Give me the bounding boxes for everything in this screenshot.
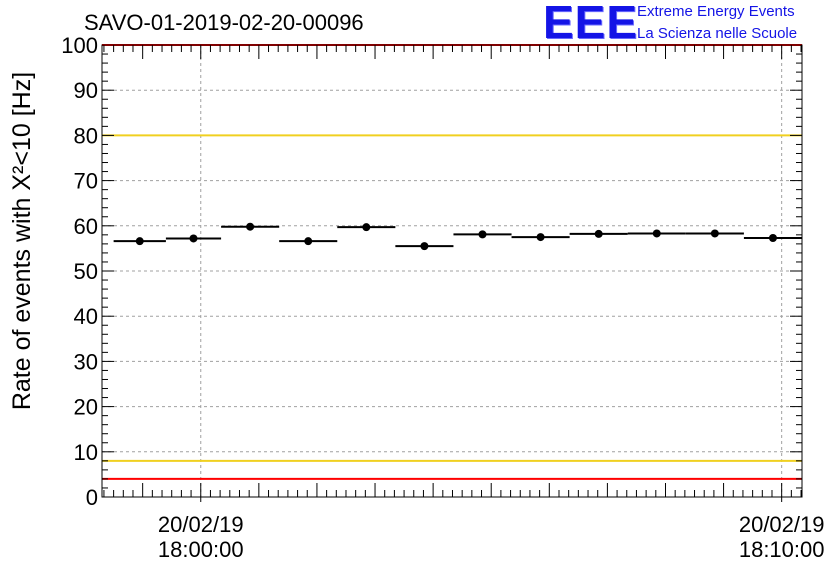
data-point-6 — [420, 242, 429, 251]
data-point-8 — [536, 233, 545, 242]
data-point-3 — [246, 222, 255, 231]
x-tick-time-label: 18:10:00 — [739, 537, 825, 562]
data-point-10 — [652, 229, 661, 238]
eee-logo: EEE — [543, 0, 639, 48]
y-tick-label: 20 — [74, 395, 98, 420]
y-axis-title: Rate of events with X²<10 [Hz] — [8, 72, 36, 410]
y-tick-label: 30 — [74, 349, 98, 374]
data-point-2 — [189, 234, 198, 243]
chart-title: SAVO-01-2019-02-20-00096 — [84, 10, 364, 35]
y-tick-label: 100 — [61, 33, 98, 58]
x-tick-date-label: 20/02/19 — [739, 512, 825, 537]
y-tick-label: 10 — [74, 440, 98, 465]
y-tick-label: 90 — [74, 78, 98, 103]
y-tick-label: 0 — [86, 485, 98, 510]
data-point-4 — [304, 237, 313, 246]
y-tick-label: 60 — [74, 214, 98, 239]
data-point-11 — [710, 229, 719, 238]
logo-line-2: La Scienza nelle Scuole — [637, 25, 798, 42]
data-point-5 — [362, 223, 371, 232]
x-tick-time-label: 18:00:00 — [158, 537, 244, 562]
logo-line-1: Extreme Energy Events — [637, 3, 795, 20]
y-tick-label: 80 — [74, 123, 98, 148]
data-point-1 — [135, 237, 144, 246]
x-tick-date-label: 20/02/19 — [158, 512, 244, 537]
data-point-9 — [594, 229, 603, 238]
y-tick-label: 50 — [74, 259, 98, 284]
y-tick-label: 70 — [74, 169, 98, 194]
data-point-7 — [478, 230, 487, 239]
data-point-12 — [768, 234, 777, 243]
y-tick-label: 40 — [74, 304, 98, 329]
